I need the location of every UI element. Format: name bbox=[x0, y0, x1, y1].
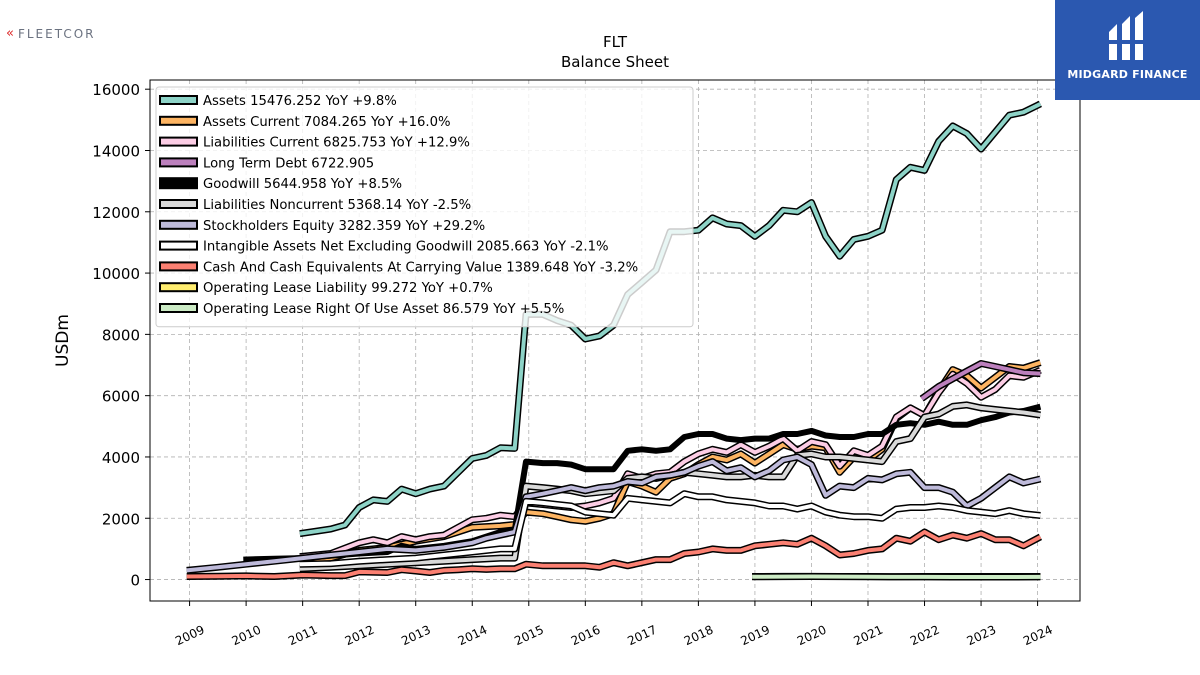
x-tick-label: 2017 bbox=[625, 623, 659, 649]
series-liabilities-noncurrent bbox=[299, 401, 1041, 573]
y-tick-label: 10000 bbox=[92, 265, 140, 283]
series-operating-lease-right-of-use-asset bbox=[752, 573, 1041, 581]
y-tick-label: 8000 bbox=[102, 326, 140, 344]
series-line bbox=[299, 402, 1041, 571]
fleetcor-logo-text: FLEETCOR bbox=[17, 26, 96, 41]
fleetcor-logo: « FLEETCOR bbox=[6, 26, 96, 41]
legend-swatch bbox=[159, 157, 198, 168]
plot-frame bbox=[149, 79, 1081, 602]
series-liabilities-current bbox=[299, 366, 1042, 561]
series-lines bbox=[186, 100, 1043, 581]
legend-swatch bbox=[159, 219, 198, 230]
legend-label: Assets 15476.252 YoY +9.8% bbox=[203, 94, 397, 109]
x-tick-label: 2010 bbox=[230, 623, 264, 649]
legend-label: Intangible Assets Net Excluding Goodwill… bbox=[203, 240, 609, 255]
x-tick-label: 2020 bbox=[795, 623, 829, 649]
series-line bbox=[299, 491, 1041, 567]
legend-label: Long Term Debt 6722.905 bbox=[203, 156, 374, 171]
fleetcor-mark-icon: « bbox=[6, 26, 14, 41]
legend-label: Operating Lease Right Of Use Asset 86.57… bbox=[203, 302, 564, 317]
y-tick-label: 14000 bbox=[92, 142, 140, 160]
x-tick-label: 2015 bbox=[512, 623, 546, 649]
series-line bbox=[186, 455, 1041, 573]
midgard-finance-logo: MIDGARD FINANCE bbox=[1055, 0, 1200, 100]
series-line bbox=[299, 368, 1042, 559]
legend-label: Liabilities Current 6825.753 YoY +12.9% bbox=[203, 136, 470, 151]
legend-swatch bbox=[159, 177, 198, 190]
x-tick-label: 2022 bbox=[908, 623, 942, 649]
midgard-logo-text: MIDGARD FINANCE bbox=[1067, 68, 1188, 81]
x-tick-label: 2018 bbox=[682, 623, 716, 649]
x-tick-label: 2016 bbox=[569, 623, 603, 649]
legend: Assets 15476.252 YoY +9.8% Assets Current… bbox=[155, 86, 694, 328]
x-tick-label: 2019 bbox=[738, 623, 772, 649]
y-tick-label: 6000 bbox=[102, 388, 140, 406]
y-axis-label: USDm bbox=[53, 314, 73, 367]
chart-title: FLT bbox=[603, 33, 628, 51]
x-tick-label: 2011 bbox=[286, 623, 320, 649]
legend-label: Stockholders Equity 3282.359 YoY +29.2% bbox=[203, 219, 485, 234]
y-tick-label: 4000 bbox=[102, 449, 140, 467]
legend-swatch bbox=[159, 240, 198, 251]
midgard-logo-icon bbox=[1106, 11, 1148, 60]
legend-label: Assets Current 7084.265 YoY +16.0% bbox=[203, 115, 451, 130]
series-line bbox=[920, 361, 1041, 401]
series-long-term-debt bbox=[919, 360, 1041, 402]
legend-label: Liabilities Noncurrent 5368.14 YoY -2.5% bbox=[203, 198, 471, 213]
legend-swatch bbox=[159, 261, 198, 272]
y-tick-label: 2000 bbox=[102, 510, 140, 528]
series-line bbox=[186, 530, 1042, 579]
x-tick-label: 2013 bbox=[399, 623, 433, 649]
x-tick-label: 2012 bbox=[343, 623, 377, 649]
series-stockholders-equity bbox=[186, 453, 1042, 574]
legend-swatch bbox=[159, 115, 198, 126]
y-tick-label: 16000 bbox=[92, 81, 140, 99]
x-tick-label: 2014 bbox=[456, 623, 490, 649]
legend-label: Cash And Cash Equivalents At Carrying Va… bbox=[203, 260, 638, 275]
chart-subtitle: Balance Sheet bbox=[561, 53, 669, 71]
legend-swatch bbox=[159, 136, 198, 147]
series-cash-and-cash-equivalents-at-carrying-value bbox=[186, 528, 1043, 580]
series-line bbox=[752, 574, 1041, 579]
legend-swatch bbox=[159, 199, 198, 209]
legend-swatch bbox=[159, 303, 198, 313]
x-tick-label: 2023 bbox=[965, 623, 999, 649]
x-tick-label: 2021 bbox=[852, 623, 886, 649]
y-tick-label: 12000 bbox=[92, 204, 140, 222]
legend-swatch bbox=[159, 95, 198, 105]
x-tick-label: 2024 bbox=[1021, 623, 1055, 649]
series-line-outline bbox=[299, 366, 1042, 561]
series-intangible-assets-net-excluding-goodwill bbox=[299, 490, 1041, 568]
legend-swatch bbox=[159, 282, 198, 293]
legend-box bbox=[155, 86, 694, 328]
legend-label: Operating Lease Liability 99.272 YoY +0.… bbox=[203, 281, 493, 296]
y-tick-label: 0 bbox=[130, 572, 140, 590]
legend-label: Goodwill 5644.958 YoY +8.5% bbox=[203, 177, 402, 192]
x-tick-label: 2009 bbox=[173, 623, 207, 649]
